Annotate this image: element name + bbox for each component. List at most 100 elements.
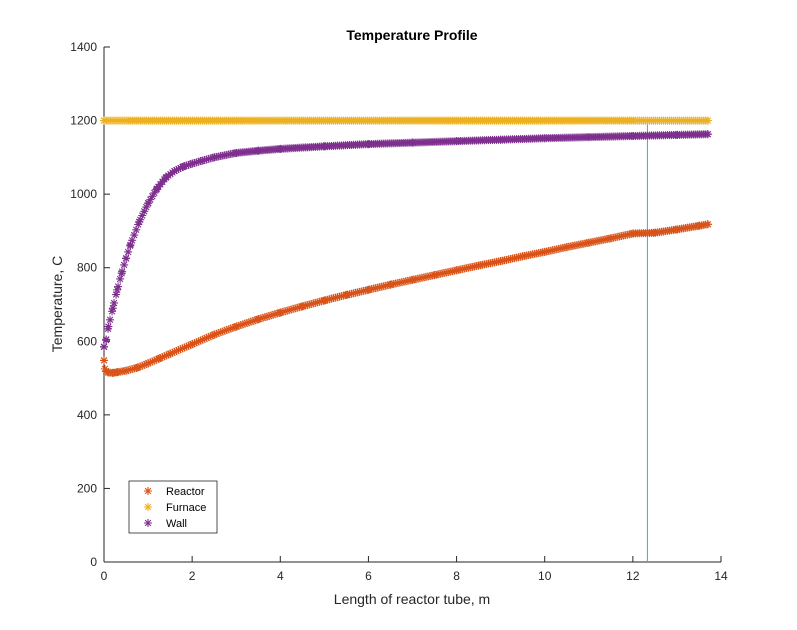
data-point-wall — [144, 199, 153, 208]
data-point-reactor — [122, 366, 131, 375]
x-tick-label: 6 — [365, 569, 372, 583]
data-point-wall — [152, 184, 161, 193]
data-point-wall — [100, 342, 108, 351]
data-point-reactor — [606, 234, 615, 243]
y-tick-label: 0 — [90, 555, 97, 569]
x-tick-label: 12 — [626, 569, 640, 583]
axes: 0 2 4 6 8 10 12 14 0 200 400 600 800 1000 1200 1400 — [70, 40, 728, 583]
data-point-wall — [703, 130, 712, 139]
data-point-reactor — [100, 356, 108, 365]
data-point-reactor — [650, 228, 659, 237]
data-point-reactor — [102, 367, 111, 376]
data-point-wall — [126, 240, 135, 249]
data-point-furnace — [100, 116, 108, 125]
data-point-reactor — [210, 330, 219, 339]
data-point-wall — [496, 135, 505, 144]
data-point-wall — [584, 133, 593, 142]
legend-label-wall: Wall — [166, 518, 187, 530]
data-point-reactor — [474, 261, 483, 270]
x-tick-label: 14 — [714, 569, 728, 583]
legend-marker-wall — [144, 519, 152, 527]
data-point-reactor — [562, 243, 571, 252]
y-tick-label: 1400 — [70, 40, 97, 54]
data-point-wall — [135, 217, 144, 226]
series-wall — [100, 130, 712, 351]
data-point-reactor — [254, 315, 263, 324]
data-point-wall — [161, 173, 170, 182]
series-furnace — [100, 116, 712, 125]
data-point-reactor — [584, 238, 593, 247]
data-point-reactor — [144, 359, 153, 368]
legend-marker-reactor — [144, 487, 152, 495]
data-point-wall — [170, 166, 179, 175]
data-point-wall — [108, 304, 117, 313]
plot-area — [104, 47, 721, 562]
data-point-wall — [408, 138, 417, 147]
data-point-reactor — [166, 349, 175, 358]
y-tick-label: 600 — [77, 334, 97, 348]
x-tick-label: 10 — [538, 569, 552, 583]
y-tick-label: 200 — [77, 481, 97, 495]
legend: Reactor Furnace Wall — [128, 480, 218, 534]
data-point-reactor — [113, 368, 122, 377]
data-point-reactor — [518, 252, 527, 261]
data-point-wall — [179, 162, 188, 171]
series-layer — [100, 116, 712, 377]
data-point-reactor — [232, 322, 241, 331]
data-point-wall — [276, 144, 285, 153]
series-reactor — [100, 220, 712, 377]
data-point-reactor — [298, 302, 307, 311]
legend-label-reactor: Reactor — [166, 486, 205, 498]
data-point-reactor — [430, 271, 439, 280]
legend-box — [128, 480, 218, 534]
data-point-reactor — [188, 340, 197, 349]
data-point-wall — [254, 146, 263, 155]
x-tick-label: 8 — [453, 569, 460, 583]
data-point-wall — [122, 254, 131, 263]
y-axis-label: Temperature, C — [49, 256, 65, 352]
data-point-wall — [210, 153, 219, 162]
data-point-wall — [188, 159, 197, 168]
x-tick-label: 4 — [277, 569, 284, 583]
data-point-reactor — [133, 363, 142, 372]
data-point-reactor — [452, 266, 461, 275]
data-point-reactor — [694, 221, 703, 230]
data-point-reactor — [672, 225, 681, 234]
data-point-reactor — [364, 285, 373, 294]
data-point-reactor — [276, 308, 285, 317]
data-point-wall — [117, 269, 126, 278]
y-tick-label: 400 — [77, 408, 97, 422]
data-point-wall — [364, 140, 373, 149]
y-tick-label: 1000 — [70, 187, 97, 201]
data-point-reactor — [155, 354, 164, 363]
x-tick-label: 0 — [101, 569, 108, 583]
legend-label-furnace: Furnace — [166, 502, 206, 514]
legend-marker-furnace — [144, 503, 152, 511]
series-markers-furnace — [100, 116, 712, 125]
data-point-reactor — [320, 296, 329, 305]
y-tick-label: 1200 — [70, 114, 97, 128]
data-point-furnace — [703, 116, 712, 125]
data-point-wall — [196, 157, 205, 166]
data-point-wall — [102, 335, 111, 344]
x-tick-label: 2 — [189, 569, 196, 583]
data-point-wall — [113, 285, 122, 294]
data-point-wall — [672, 130, 681, 139]
chart-title: Temperature Profile — [346, 27, 477, 43]
data-point-wall — [452, 137, 461, 146]
data-point-reactor — [703, 220, 712, 229]
x-axis-label: Length of reactor tube, m — [334, 591, 490, 607]
data-point-reactor — [408, 275, 417, 284]
data-point-reactor — [108, 368, 117, 377]
data-point-reactor — [342, 290, 351, 299]
data-point-wall — [232, 148, 241, 157]
data-point-reactor — [540, 247, 549, 256]
data-point-reactor — [496, 257, 505, 266]
data-point-wall — [628, 132, 637, 141]
data-point-reactor — [100, 364, 109, 373]
data-point-reactor — [628, 229, 637, 238]
data-point-reactor — [104, 368, 113, 377]
data-point-reactor — [386, 280, 395, 289]
y-tick-label: 800 — [77, 261, 97, 275]
